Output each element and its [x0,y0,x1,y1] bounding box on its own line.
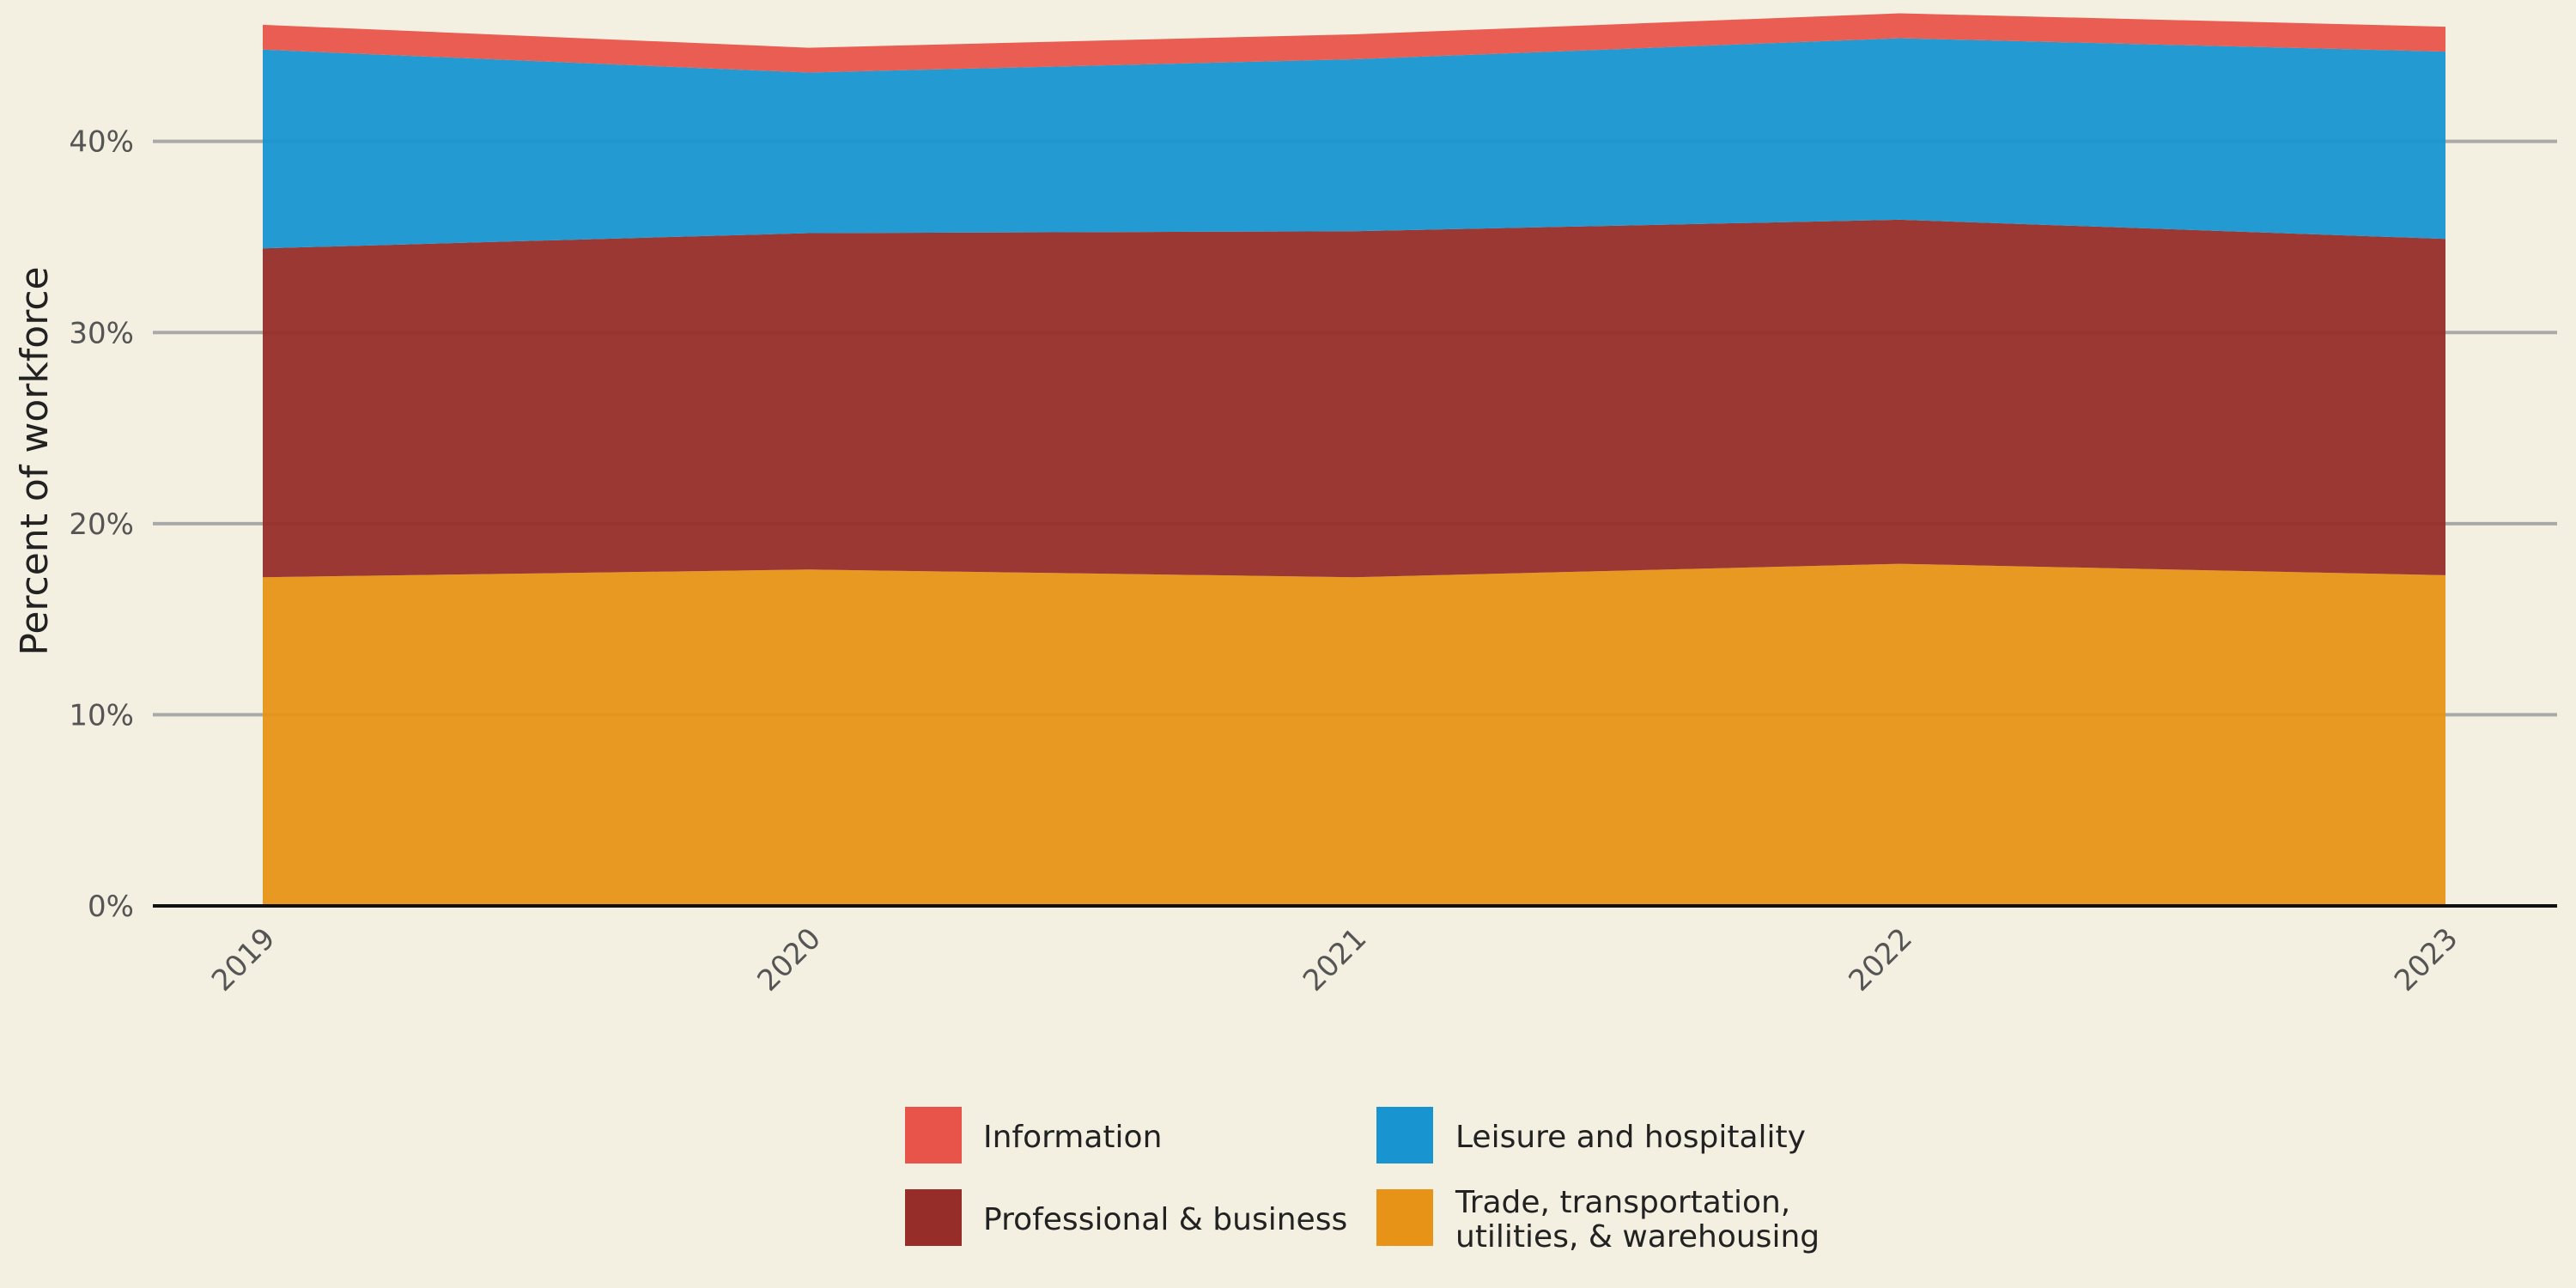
y-tick-label: 10% [69,698,134,732]
legend-swatch-information [905,1107,962,1163]
area-professional-business [263,219,2445,578]
legend-label-professional-business: Professional & business [983,1202,1347,1237]
legend-label-information: Information [983,1120,1162,1155]
y-axis-label: Percent of workforce [13,266,57,655]
legend-label-leisure-and-hospitality: Leisure and hospitality [1455,1120,1806,1155]
y-tick-label: 40% [69,125,134,160]
y-tick-label: 20% [69,507,134,542]
y-tick-label: 30% [69,316,134,350]
legend: Information Leisure and hospitality Profes… [905,1107,1820,1255]
x-tick-label: 2023 [2388,921,2464,998]
x-tick-label: 2020 [750,921,827,998]
y-tick-label: 0% [88,890,134,924]
area-trade-transportation-utilities-warehousing [263,563,2445,906]
x-tick-label: 2022 [1842,921,1918,998]
legend-label-line: utilities, & warehousing [1455,1219,1820,1255]
area-information [263,13,2445,73]
x-tick-label: 2019 [205,921,282,998]
series-areas [263,13,2445,906]
x-tick-label: 2021 [1297,921,1373,998]
legend-swatch-professional-business [905,1189,962,1246]
legend-label-line: Trade, transportation, [1455,1185,1790,1220]
legend-swatch-leisure-and-hospitality [1376,1107,1433,1163]
area-leisure-and-hospitality [263,38,2445,249]
legend-label-trade-transportation-utilities-warehousing: Trade, transportation, utilities, & wareh… [1455,1185,1820,1255]
legend-swatch-trade-transportation-utilities-warehousing [1376,1189,1433,1246]
